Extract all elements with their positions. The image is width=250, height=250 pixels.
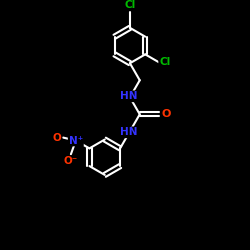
Text: N⁺: N⁺ bbox=[69, 136, 83, 145]
Text: HN: HN bbox=[120, 91, 138, 101]
Text: O: O bbox=[53, 132, 62, 142]
Text: Cl: Cl bbox=[159, 57, 170, 67]
Text: HN: HN bbox=[120, 127, 138, 137]
Text: Cl: Cl bbox=[124, 0, 136, 10]
Text: O: O bbox=[162, 109, 171, 119]
Text: O⁻: O⁻ bbox=[64, 156, 78, 166]
